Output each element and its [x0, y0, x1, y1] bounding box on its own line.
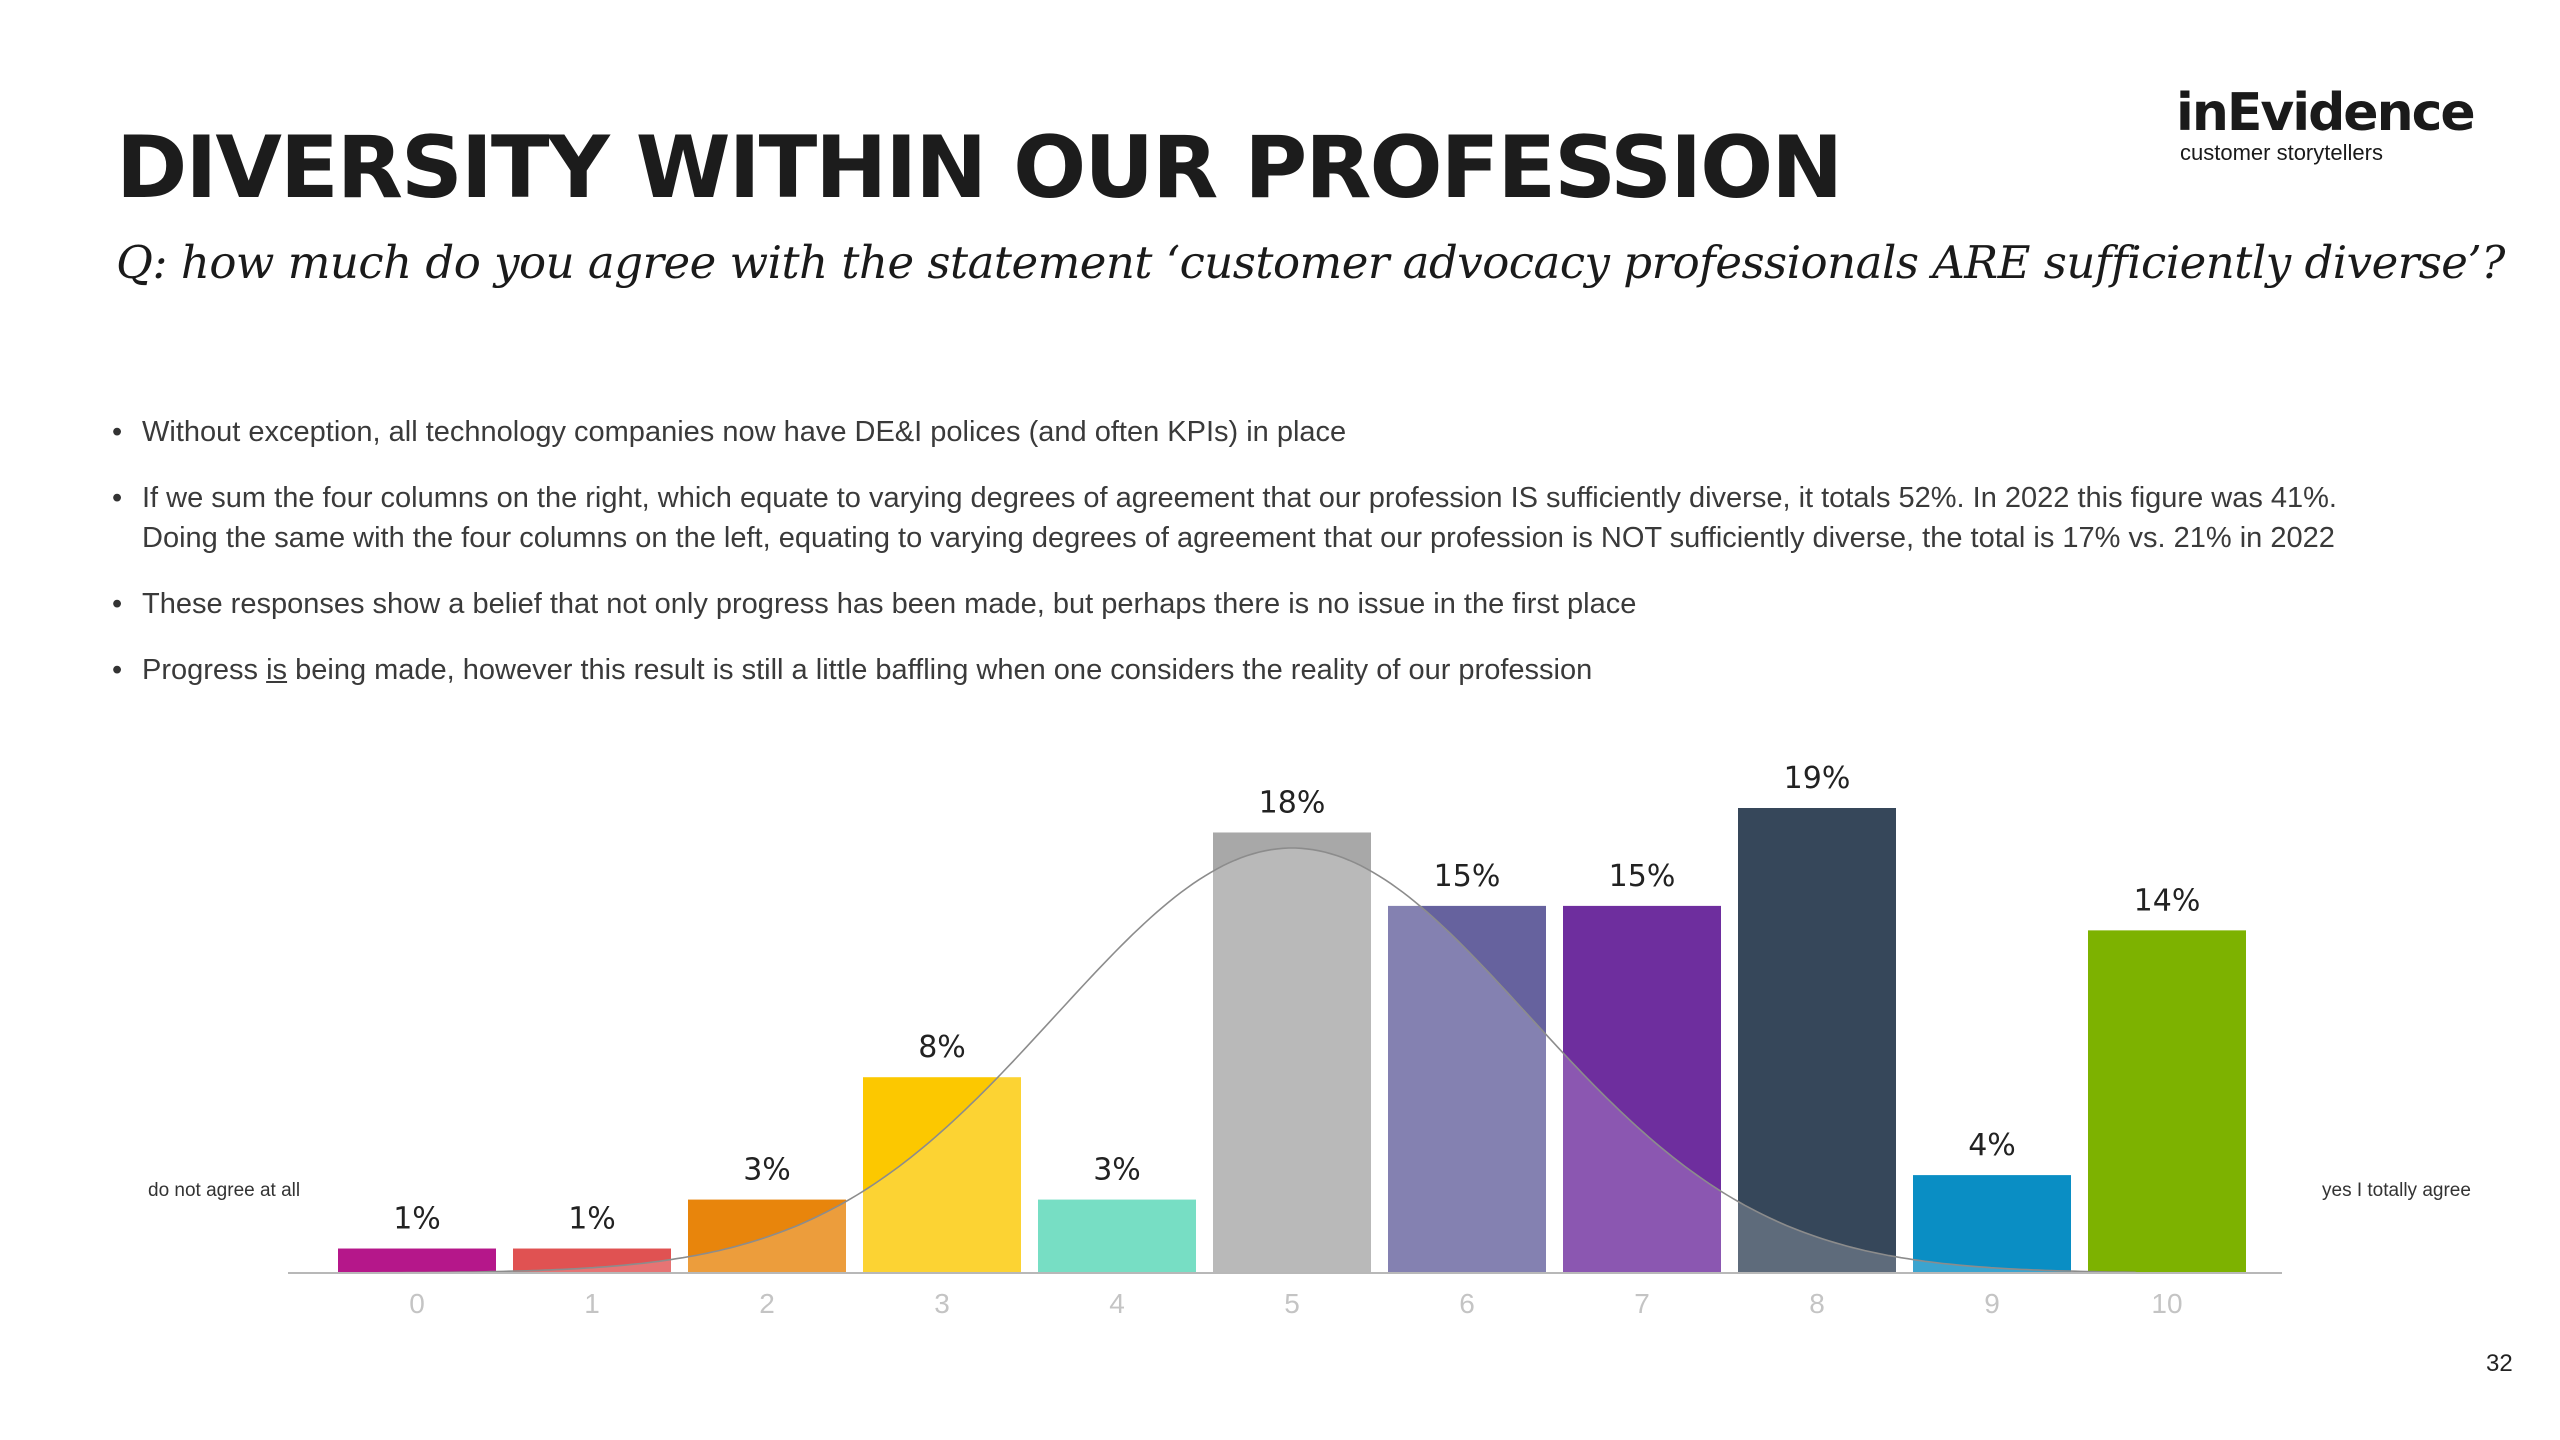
data-label: 8% — [918, 1030, 966, 1065]
data-label: 1% — [393, 1202, 441, 1237]
data-label: 4% — [1968, 1128, 2016, 1163]
data-label: 1% — [568, 1202, 616, 1237]
bullet-list: Without exception, all technology compan… — [112, 412, 2452, 716]
bar-10 — [2088, 930, 2246, 1273]
bullet-text-post: being made, however this result is still… — [287, 654, 1593, 686]
bullet-item: Progress is being made, however this res… — [112, 650, 2452, 690]
data-label: 19% — [1784, 761, 1851, 796]
bullet-text: If we sum the four columns on the right,… — [142, 482, 2337, 514]
bar-1 — [513, 1248, 671, 1273]
page-number: 32 — [2486, 1350, 2513, 1377]
data-label: 15% — [1434, 859, 1501, 894]
bullet-text-pre: Progress — [142, 654, 267, 686]
x-tick-label: 4 — [1109, 1288, 1125, 1319]
x-tick-label: 8 — [1809, 1288, 1825, 1319]
x-tick-label: 2 — [759, 1288, 775, 1319]
data-label: 3% — [743, 1153, 791, 1188]
bullet-text: These responses show a belief that not o… — [142, 588, 1637, 620]
bar-4 — [1038, 1199, 1196, 1273]
x-tick-label: 10 — [2151, 1288, 2182, 1319]
x-tick-label: 3 — [934, 1288, 950, 1319]
bar-3 — [863, 1077, 1021, 1273]
right-scale-label: yes I totally agree — [2322, 1180, 2471, 1201]
logo-name: inEvidence — [2176, 83, 2476, 143]
left-scale-label: do not agree at all — [148, 1180, 300, 1201]
bullet-item: Without exception, all technology compan… — [112, 412, 2452, 452]
bullet-item: If we sum the four columns on the right,… — [112, 478, 2452, 558]
x-tick-label: 9 — [1984, 1288, 2000, 1319]
x-tick-label: 7 — [1634, 1288, 1650, 1319]
question-subtitle: Q: how much do you agree with the statem… — [116, 236, 2505, 289]
bar-5 — [1213, 832, 1371, 1273]
bar-8 — [1738, 808, 1896, 1273]
data-label: 15% — [1609, 859, 1676, 894]
data-label: 3% — [1093, 1153, 1141, 1188]
bullet-text: Without exception, all technology compan… — [142, 416, 1347, 448]
data-label: 14% — [2134, 883, 2201, 918]
bar-9 — [1913, 1175, 2071, 1273]
inevidence-logo: inEvidence customer storytellers — [2176, 84, 2476, 166]
bar-chart: 1%01%13%28%33%418%515%615%719%84%914%10 … — [148, 761, 2471, 1319]
x-tick-label: 5 — [1284, 1288, 1300, 1319]
bullet-item: These responses show a belief that not o… — [112, 584, 2452, 624]
bar-7 — [1563, 905, 1721, 1273]
normal-curve-overlay — [376, 847, 2138, 1274]
x-tick-label: 6 — [1459, 1288, 1475, 1319]
bar-6 — [1388, 905, 1546, 1273]
logo-tagline: customer storytellers — [2180, 140, 2383, 165]
bullet-text-continued: Doing the same with the four columns on … — [142, 522, 2335, 554]
bullet-text-underlined: is — [266, 654, 288, 686]
bar-0 — [338, 1248, 496, 1273]
x-tick-label: 1 — [584, 1288, 600, 1319]
data-label: 18% — [1259, 785, 1326, 820]
x-tick-label: 0 — [409, 1288, 425, 1319]
page-title: DIVERSITY WITHIN OUR PROFESSION — [116, 118, 1843, 218]
